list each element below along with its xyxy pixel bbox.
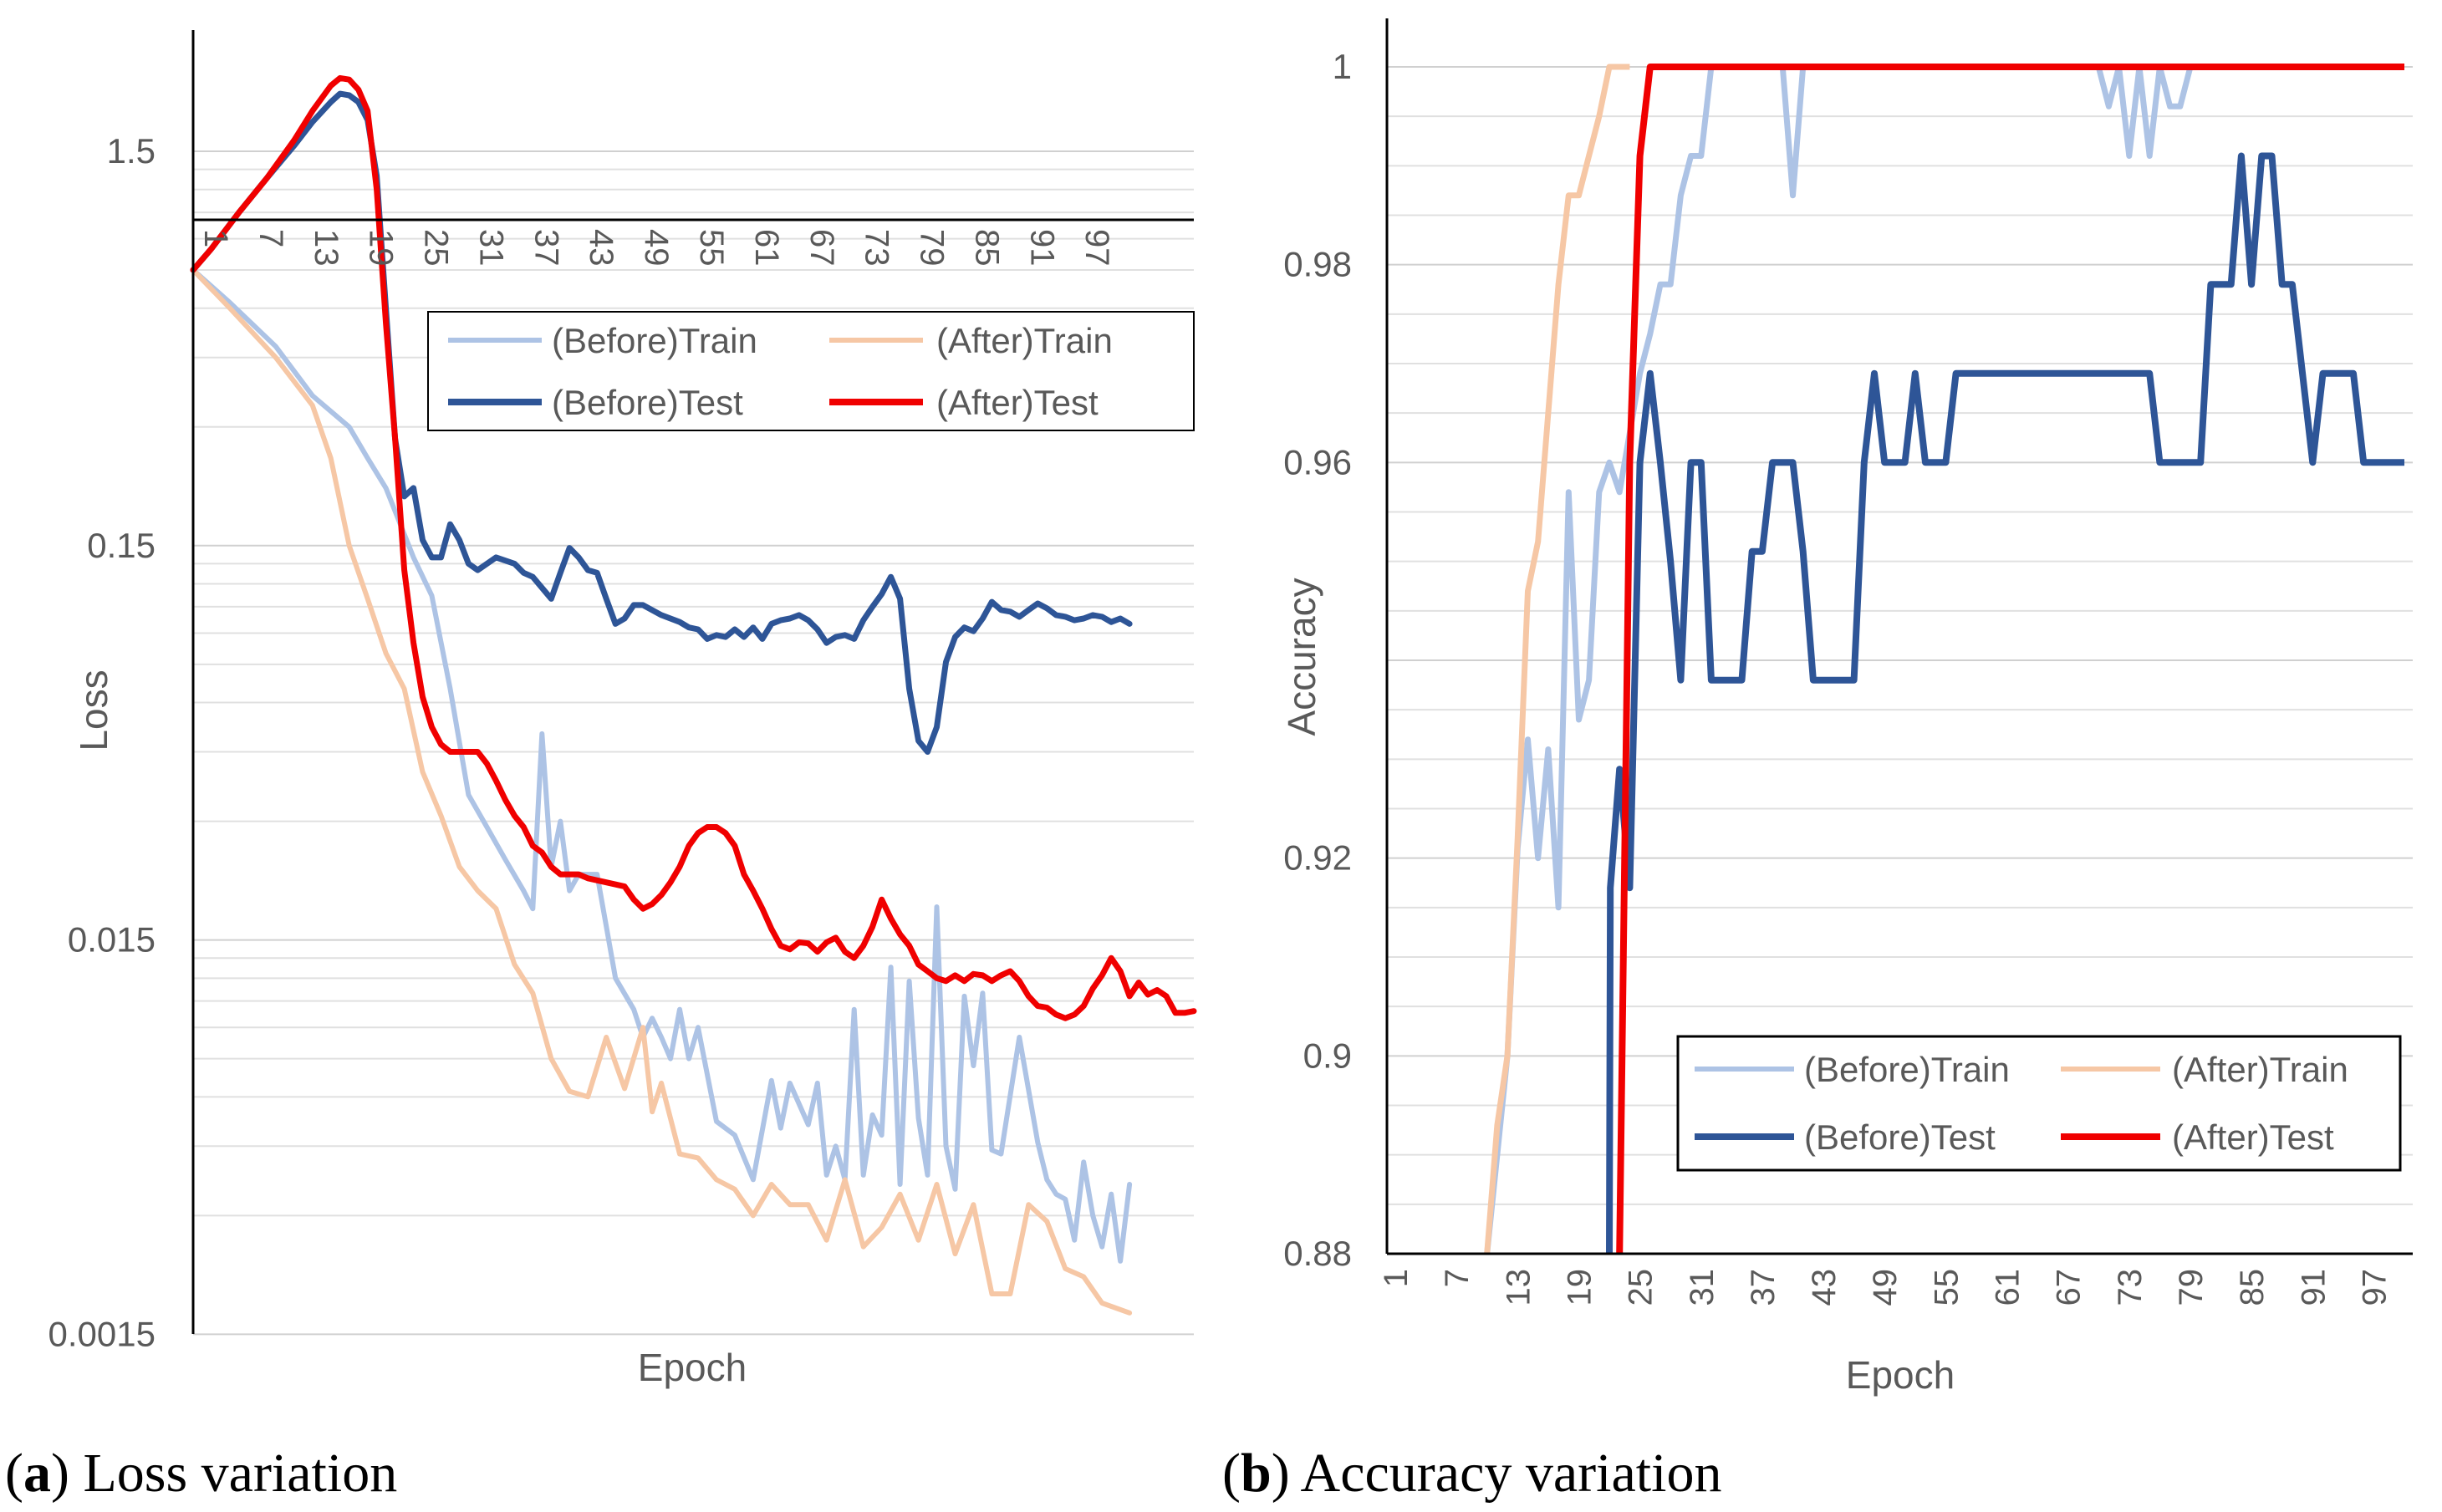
loss-x-tick-label: 73: [859, 229, 895, 267]
loss-series-before-train: [191, 267, 1133, 1264]
loss-legend-before-test: (Before)Test: [552, 383, 743, 422]
loss-legend-after-train: (After)Train: [936, 321, 1113, 360]
loss-series-before-test: [190, 90, 1133, 755]
caption-a: (a) Loss variation: [5, 1443, 397, 1504]
accuracy-y-tick-label: 0.98: [1283, 245, 1352, 284]
accuracy-series-before-test: [1606, 152, 2404, 1255]
accuracy-x-tick-label: 1: [1378, 1269, 1415, 1287]
loss-legend-box: [427, 311, 1195, 431]
loss-x-tick-label: 85: [968, 229, 1005, 267]
accuracy-x-tick-label: 13: [1500, 1269, 1537, 1306]
loss-gridlines: [193, 150, 1194, 1336]
accuracy-x-tick-label: 43: [1806, 1269, 1843, 1306]
loss-x-tick-label: 7: [252, 229, 289, 247]
loss-y-tick-label: 0.15: [87, 526, 155, 565]
accuracy-legend-before-test: (Before)Test: [1804, 1117, 1996, 1157]
accuracy-y-tick-labels: 1 0.98 0.96 0.92 0.9 0.88: [1283, 47, 1352, 1273]
loss-y-tick-label: 0.015: [68, 920, 155, 960]
loss-y-tick-labels: 1.5 0.15 0.015 0.0015: [48, 131, 155, 1353]
accuracy-legend-box: [1676, 1035, 2402, 1172]
loss-legend-before-train: (Before)Train: [552, 321, 757, 360]
loss-x-tick-label: 91: [1023, 229, 1060, 267]
accuracy-series-after-train: [1484, 64, 1630, 1255]
accuracy-chart: 1 7 13 19 25 31 37 43 49 55 61 67 73 79 85 91 97 1 0.98 0.…: [1280, 18, 2413, 1397]
loss-x-tick-label: 43: [583, 229, 619, 267]
loss-x-tick-labels: 1 7 13 19 25 31 37 43 49 55 61 67 73 79 85 91 97: [197, 229, 1115, 267]
accuracy-series-after-test: [1616, 64, 2404, 1255]
loss-x-tick-label: 25: [418, 229, 455, 267]
accuracy-x-tick-label: 61: [1990, 1269, 2027, 1306]
loss-y-tick-label: 0.0015: [48, 1314, 155, 1353]
accuracy-x-tick-label: 73: [2112, 1269, 2149, 1306]
accuracy-x-tick-label: 91: [2295, 1269, 2332, 1306]
loss-x-axis-label: Epoch: [638, 1346, 747, 1389]
loss-y-axis-label: Loss: [72, 669, 115, 751]
caption-b-text: Accuracy variation: [1301, 1443, 1722, 1504]
loss-y-tick-label: 1.5: [107, 131, 155, 171]
accuracy-x-tick-label: 19: [1561, 1269, 1598, 1306]
accuracy-legend: (Before)Train (After)Train (Before)Test …: [1676, 1035, 2402, 1172]
accuracy-y-tick-label: 0.88: [1283, 1234, 1352, 1273]
accuracy-x-tick-label: 49: [1867, 1269, 1904, 1306]
caption-b-label: b: [1241, 1443, 1272, 1504]
loss-x-tick-label: 19: [363, 229, 400, 267]
accuracy-legend-after-test: (After)Test: [2172, 1117, 2334, 1157]
accuracy-x-tick-label: 7: [1439, 1269, 1476, 1287]
accuracy-x-tick-labels: 1 7 13 19 25 31 37 43 49 55 61 67 73 79 85 91 97: [1378, 1269, 2393, 1306]
loss-legend: (Before)Train (After)Train (Before)Test …: [427, 311, 1195, 431]
accuracy-series-group: [1484, 64, 2404, 1255]
loss-x-tick-label: 37: [528, 229, 564, 267]
loss-series-group: [190, 74, 1197, 1316]
loss-x-tick-label: 61: [748, 229, 785, 267]
loss-x-tick-label: 1: [197, 229, 234, 247]
accuracy-x-tick-label: 85: [2234, 1269, 2271, 1306]
loss-x-tick-label: 97: [1078, 229, 1115, 267]
accuracy-x-tick-label: 25: [1623, 1269, 1659, 1306]
loss-series-after-test: [190, 74, 1197, 1021]
loss-x-tick-label: 31: [472, 229, 509, 267]
caption-b: (b) Accuracy variation: [1222, 1443, 1721, 1504]
loss-x-tick-label: 79: [914, 229, 951, 267]
loss-x-tick-label: 67: [803, 229, 840, 267]
caption-a-text: Loss variation: [83, 1443, 397, 1504]
accuracy-y-tick-label: 0.92: [1283, 838, 1352, 878]
accuracy-x-tick-label: 79: [2173, 1269, 2210, 1306]
accuracy-x-tick-label: 37: [1745, 1269, 1782, 1306]
accuracy-x-tick-label: 67: [2051, 1269, 2088, 1306]
loss-x-tick-label: 13: [308, 229, 344, 267]
loss-chart: 1 7 13 19 25 31 37 43 49 55 61 67 73 79 85 91 97 1.5 0.15…: [48, 30, 1197, 1389]
accuracy-y-tick-label: 1: [1333, 47, 1352, 86]
loss-x-tick-label: 55: [693, 229, 730, 267]
accuracy-x-tick-label: 97: [2356, 1269, 2393, 1306]
accuracy-legend-before-train: (Before)Train: [1804, 1050, 2010, 1089]
accuracy-y-tick-label: 0.96: [1283, 442, 1352, 481]
accuracy-x-tick-label: 55: [1928, 1269, 1965, 1306]
caption-a-label: a: [23, 1443, 51, 1504]
loss-legend-after-test: (After)Test: [936, 383, 1099, 422]
loss-x-tick-label: 49: [638, 229, 675, 267]
accuracy-x-tick-label: 31: [1684, 1269, 1721, 1306]
accuracy-y-tick-label: 0.9: [1303, 1036, 1352, 1075]
accuracy-legend-after-train: (After)Train: [2172, 1050, 2348, 1089]
accuracy-x-axis-label: Epoch: [1846, 1353, 1955, 1397]
loss-series-after-train: [191, 267, 1133, 1316]
accuracy-y-axis-label: Accuracy: [1280, 578, 1323, 736]
